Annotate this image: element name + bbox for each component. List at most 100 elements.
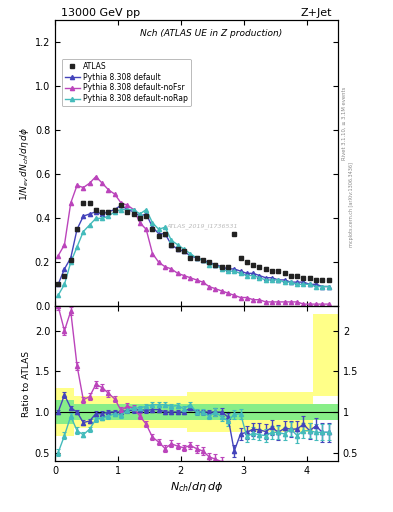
Pythia 8.308 default	[194, 255, 199, 261]
Pythia 8.308 default-noRap	[100, 215, 105, 221]
Pythia 8.308 default	[182, 248, 186, 254]
Bar	[74, 404, 80, 420]
Pythia 8.308 default-noRap	[288, 279, 293, 285]
Bar	[225, 392, 231, 432]
Pythia 8.308 default-noFsr	[163, 264, 167, 270]
Bar	[124, 396, 130, 428]
Bar	[281, 392, 288, 432]
Pythia 8.308 default	[288, 279, 293, 285]
Bar	[149, 404, 156, 420]
Bar	[225, 404, 231, 420]
Pythia 8.308 default-noFsr	[131, 206, 136, 212]
Pythia 8.308 default-noFsr	[169, 266, 174, 272]
Pythia 8.308 default-noRap	[194, 255, 199, 261]
Pythia 8.308 default-noFsr	[295, 299, 299, 305]
Pythia 8.308 default	[307, 281, 312, 287]
Pythia 8.308 default	[263, 274, 268, 281]
Pythia 8.308 default-noRap	[244, 272, 249, 279]
Bar	[307, 404, 313, 420]
Bar	[269, 392, 275, 432]
Pythia 8.308 default-noFsr	[68, 200, 73, 206]
Pythia 8.308 default-noRap	[257, 274, 262, 281]
Bar	[294, 404, 300, 420]
Text: mcplots.cern.ch [arXiv:1306.3436]: mcplots.cern.ch [arXiv:1306.3436]	[349, 162, 354, 247]
Pythia 8.308 default-noRap	[75, 244, 79, 250]
Pythia 8.308 default-noFsr	[270, 299, 274, 305]
Pythia 8.308 default-noFsr	[125, 202, 130, 208]
Bar	[300, 404, 307, 420]
Bar	[55, 400, 61, 424]
Bar	[74, 396, 80, 428]
Bar	[137, 404, 143, 420]
Pythia 8.308 default	[238, 268, 243, 274]
Pythia 8.308 default-noFsr	[150, 250, 155, 257]
Pythia 8.308 default-noRap	[106, 213, 111, 219]
Bar	[307, 392, 313, 432]
Pythia 8.308 default-noRap	[251, 272, 255, 279]
Pythia 8.308 default	[226, 266, 230, 272]
Pythia 8.308 default-noRap	[87, 222, 92, 228]
Pythia 8.308 default-noRap	[238, 270, 243, 276]
Pythia 8.308 default-noFsr	[106, 187, 111, 193]
Line: Pythia 8.308 default-noRap: Pythia 8.308 default-noRap	[56, 207, 331, 297]
Pythia 8.308 default	[119, 202, 123, 208]
Bar	[231, 404, 237, 420]
Bar	[200, 404, 206, 420]
Pythia 8.308 default-noRap	[144, 206, 149, 212]
Bar	[263, 404, 269, 420]
Bar	[244, 404, 250, 420]
Pythia 8.308 default	[62, 266, 67, 272]
Pythia 8.308 default-noFsr	[119, 200, 123, 206]
Text: Rivet 3.1.10, ≥ 3.1M events: Rivet 3.1.10, ≥ 3.1M events	[342, 86, 346, 160]
Pythia 8.308 default	[282, 277, 287, 283]
Pythia 8.308 default	[270, 274, 274, 281]
Pythia 8.308 default-noFsr	[282, 299, 287, 305]
Pythia 8.308 default	[213, 262, 218, 268]
Bar	[275, 392, 281, 432]
Pythia 8.308 default	[232, 266, 237, 272]
Pythia 8.308 default-noRap	[138, 211, 142, 217]
Pythia 8.308 default-noRap	[276, 277, 281, 283]
Bar	[206, 404, 212, 420]
Pythia 8.308 default	[200, 257, 205, 263]
Pythia 8.308 default	[156, 231, 161, 237]
Bar	[105, 396, 112, 428]
Pythia 8.308 default-noFsr	[182, 272, 186, 279]
Pythia 8.308 default-noRap	[307, 281, 312, 287]
Bar	[93, 404, 99, 420]
Bar	[99, 404, 105, 420]
Pythia 8.308 default	[94, 209, 98, 215]
Pythia 8.308 default	[251, 270, 255, 276]
Pythia 8.308 default	[244, 270, 249, 276]
Bar	[319, 314, 325, 396]
Pythia 8.308 default	[163, 231, 167, 237]
Pythia 8.308 default-noRap	[232, 268, 237, 274]
Bar	[61, 400, 68, 424]
Pythia 8.308 default	[75, 226, 79, 232]
Pythia 8.308 default	[188, 252, 193, 259]
Bar	[237, 404, 244, 420]
Pythia 8.308 default-noFsr	[87, 180, 92, 186]
Bar	[162, 404, 168, 420]
Bar	[325, 314, 332, 396]
Bar	[288, 392, 294, 432]
Pythia 8.308 default	[144, 211, 149, 217]
Bar	[300, 392, 307, 432]
Bar	[313, 314, 319, 396]
Pythia 8.308 default-noRap	[68, 259, 73, 265]
Pythia 8.308 default	[112, 206, 117, 212]
Bar	[130, 396, 137, 428]
Text: ATLAS_2019_I1736531: ATLAS_2019_I1736531	[166, 223, 238, 229]
Bar	[313, 404, 319, 420]
Line: Pythia 8.308 default: Pythia 8.308 default	[56, 203, 331, 289]
Pythia 8.308 default	[56, 281, 61, 287]
Y-axis label: $1/N_{ev}\,dN_{ch}/d\eta\,d\phi$: $1/N_{ev}\,dN_{ch}/d\eta\,d\phi$	[18, 126, 31, 201]
Pythia 8.308 default-noFsr	[144, 226, 149, 232]
Pythia 8.308 default-noRap	[182, 246, 186, 252]
Pythia 8.308 default-noRap	[163, 224, 167, 230]
Bar	[99, 396, 105, 428]
Bar	[80, 404, 86, 420]
Pythia 8.308 default-noFsr	[244, 294, 249, 301]
Pythia 8.308 default-noFsr	[194, 277, 199, 283]
Pythia 8.308 default-noRap	[188, 250, 193, 257]
